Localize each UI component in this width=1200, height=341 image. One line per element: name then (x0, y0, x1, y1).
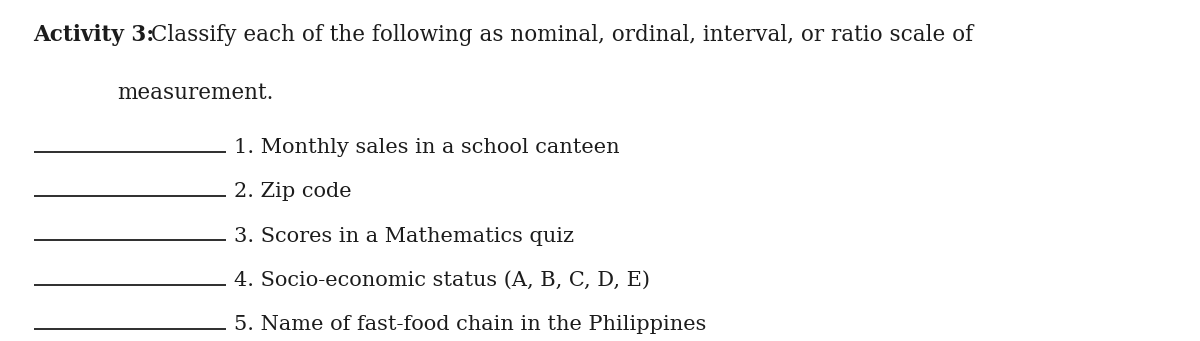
Text: 5. Name of fast-food chain in the Philippines: 5. Name of fast-food chain in the Philip… (234, 315, 707, 335)
Text: Classify each of the following as nominal, ordinal, interval, or ratio scale of: Classify each of the following as nomina… (144, 24, 973, 46)
Text: 4. Socio-economic status (A, B, C, D, E): 4. Socio-economic status (A, B, C, D, E) (234, 271, 650, 290)
Text: Activity 3:: Activity 3: (34, 24, 155, 46)
Text: 1. Monthly sales in a school canteen: 1. Monthly sales in a school canteen (234, 138, 619, 157)
Text: measurement.: measurement. (118, 82, 274, 104)
Text: 2. Zip code: 2. Zip code (234, 182, 352, 202)
Text: 3. Scores in a Mathematics quiz: 3. Scores in a Mathematics quiz (234, 227, 574, 246)
